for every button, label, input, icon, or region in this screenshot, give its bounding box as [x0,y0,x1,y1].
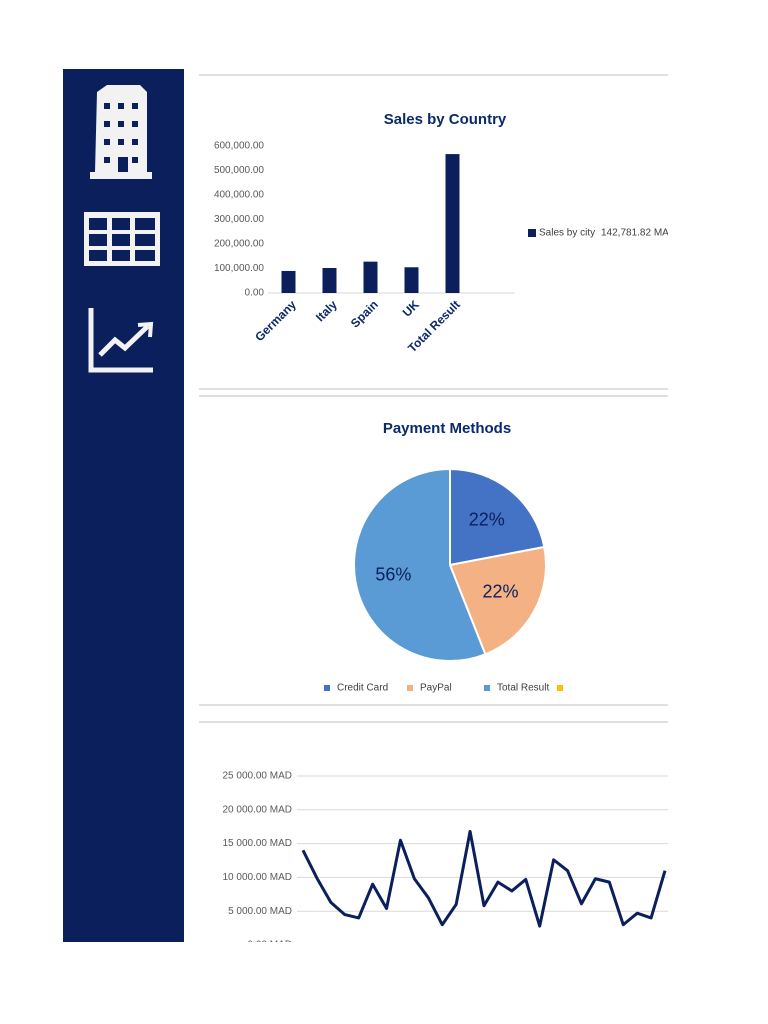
y-tick-label: 20 000.00 MAD [223,804,293,815]
bar [363,261,378,293]
legend-marker [324,685,330,691]
pie-slice [353,467,487,662]
y-tick-label: 0.00 MAD [248,940,292,951]
x-tick-label: Spain [348,297,381,330]
x-tick-label: UK [400,297,422,319]
bar [281,270,296,293]
chart-title: Sales by Country [384,111,507,128]
y-tick-label: 300,000.00 [214,214,264,225]
legend-marker [557,685,563,691]
building-icon[interactable] [90,85,152,179]
y-tick-label: 0.00 [245,288,265,299]
y-tick-label: 15 000.00 MAD [223,838,293,849]
legend-value: 142,781.82 MA [601,228,669,239]
pie-slice [448,545,547,656]
x-tick-label: Italy [313,297,340,324]
legend-label: Total Result [497,683,549,694]
legend-label: PayPal [420,683,452,694]
y-tick-label: 500,000.00 [214,165,264,176]
y-tick-label: 200,000.00 [214,239,264,250]
bar [322,268,337,293]
slice-label: 56% [375,565,411,585]
y-tick-label: 100,000.00 [214,263,264,274]
slice-label: 22% [482,581,518,601]
panel-frames [199,74,668,723]
trend-panel: 0.00 MAD 5 000.00 MAD 10 000.00 MAD 15 000.… [223,771,668,951]
chart-title: Payment Methods [383,420,511,437]
bar [445,154,460,293]
y-tick-label: 10 000.00 MAD [223,872,293,883]
sidebar [63,69,184,942]
slice-label: 22% [469,509,505,529]
legend-marker [528,229,536,237]
legend-marker [484,685,490,691]
sales-panel: Sales by Country 0.00 100,000.00 200,000.00… [214,111,669,355]
line [301,829,667,928]
y-tick-label: 25 000.00 MAD [223,771,293,782]
bar [404,267,419,293]
chart-icon[interactable] [88,308,154,373]
payment-panel: Payment Methods 22% 22% 56% Credit Card PayPa… [324,420,563,694]
x-tick-label: Germany [252,297,299,344]
legend-label: Sales by city [539,228,595,239]
y-tick-label: 5 000.00 MAD [228,906,292,917]
legend-marker [407,685,413,691]
pie-slice [449,467,546,567]
y-tick-label: 600,000.00 [214,141,264,152]
table-icon[interactable] [84,212,160,266]
legend-label: Credit Card [337,683,388,694]
y-tick-label: 400,000.00 [214,190,264,201]
